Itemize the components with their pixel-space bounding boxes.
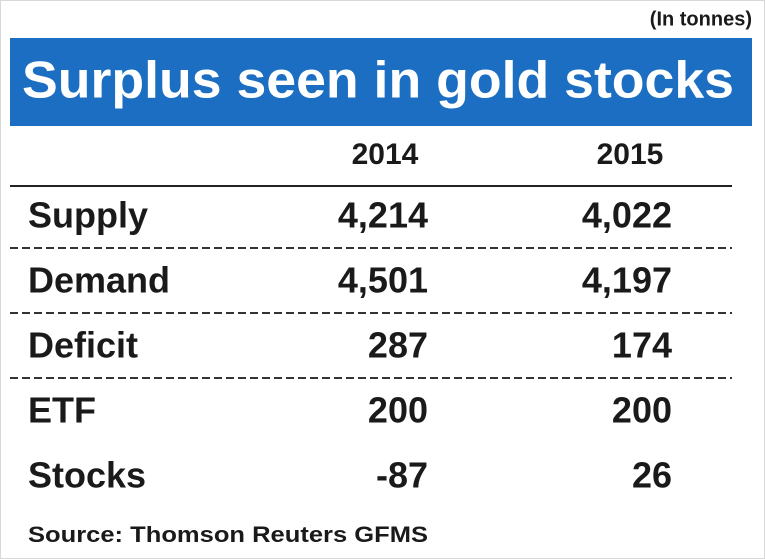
cell-value: 200 — [368, 390, 428, 431]
row-label: Supply — [28, 195, 148, 236]
title-band — [10, 38, 752, 126]
cell-value: 26 — [632, 455, 672, 496]
row-label: Deficit — [28, 325, 138, 366]
cell-value: 4,501 — [338, 260, 428, 301]
column-header: 2014 — [352, 138, 419, 171]
table: 2014 2015 Supply 4,214 4,022 Demand 4,501 4,197… — [10, 138, 732, 496]
cell-value: 4,214 — [338, 195, 428, 236]
row-label: ETF — [28, 390, 96, 431]
cell-value: 4,022 — [582, 195, 672, 236]
cell-value: -87 — [376, 455, 428, 496]
cell-value: 200 — [612, 390, 672, 431]
row-label: Demand — [28, 260, 170, 301]
column-header: 2015 — [597, 138, 664, 171]
cell-value: 174 — [612, 325, 672, 366]
unit-note: (In tonnes) — [650, 8, 752, 30]
cell-value: 4,197 — [582, 260, 672, 301]
cell-value: 287 — [368, 325, 428, 366]
row-label: Stocks — [28, 455, 146, 496]
source: Source: Thomson Reuters GFMS — [28, 522, 428, 547]
title: Surplus seen in gold stocks — [22, 52, 734, 110]
